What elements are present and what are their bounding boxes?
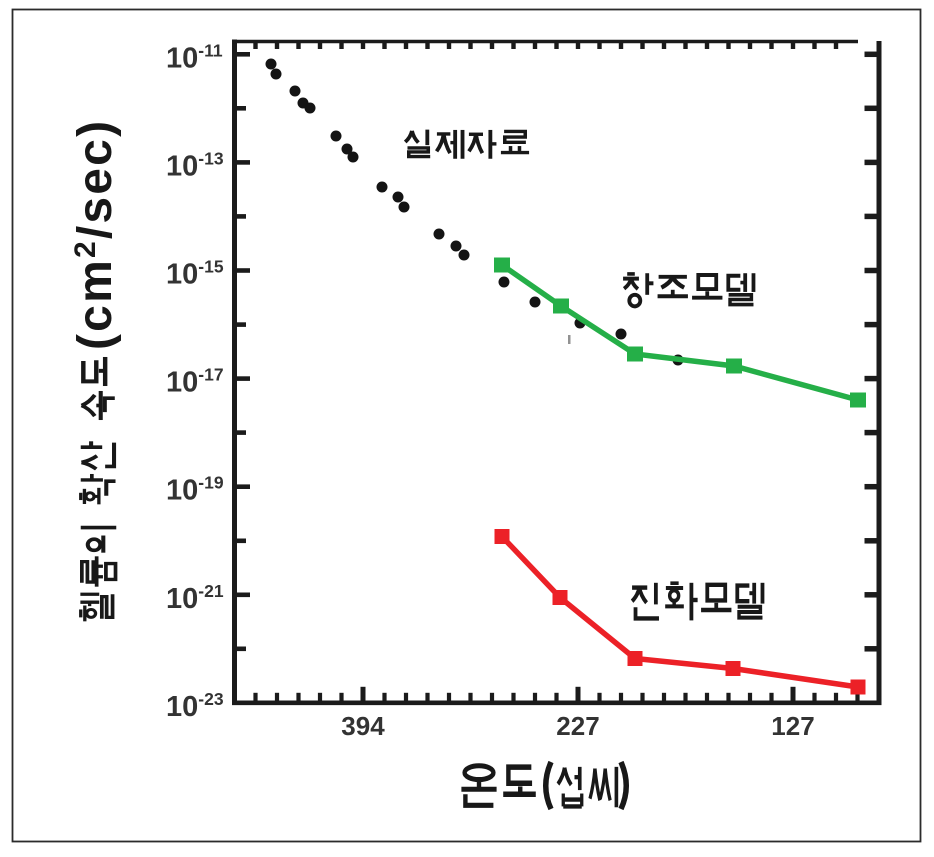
svg-text:10-13: 10-13 [166, 148, 224, 182]
svg-text:127: 127 [771, 711, 814, 741]
svg-text:227: 227 [556, 711, 599, 741]
svg-text:(cm2/sec): (cm2/sec) [69, 119, 122, 350]
svg-text:394: 394 [341, 711, 385, 741]
svg-text:10-21: 10-21 [166, 581, 224, 615]
